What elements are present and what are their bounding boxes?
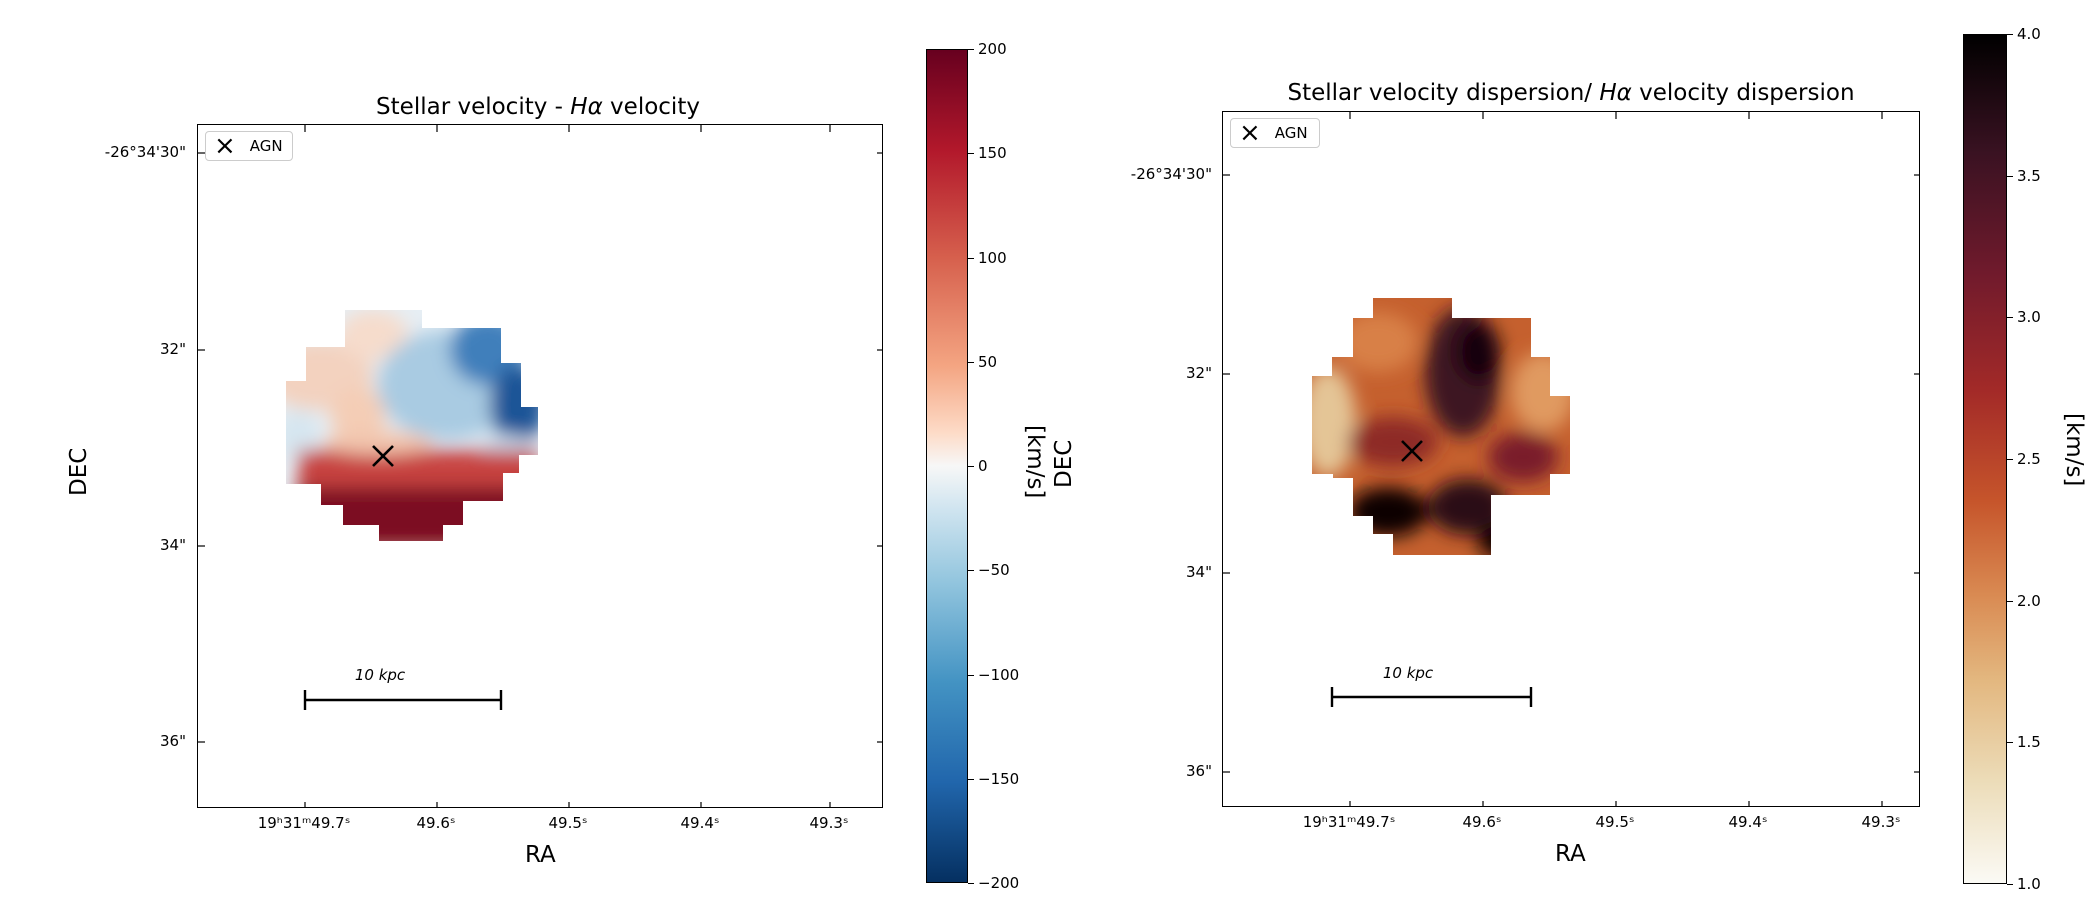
velocity-map-svg: [198, 125, 882, 807]
velocity-title: Stellar velocity - Hα velocity: [376, 94, 700, 120]
colorbar-tick: [968, 778, 974, 780]
colorbar-tick-label: −100: [978, 665, 1020, 684]
colorbar-tick-label: 1.0: [2017, 875, 2041, 893]
velocity-map[interactable]: × AGN 10 kpc: [197, 124, 883, 808]
colorbar-tick: [2007, 742, 2013, 744]
colorbar-tick: [968, 570, 974, 572]
x-tick-label: 49.3ˢ: [1861, 813, 1901, 831]
x-tick-label: 19ʰ31ᵐ49.7ˢ: [1302, 813, 1396, 831]
y-axis-label: DEC: [66, 447, 92, 496]
colorbar-tick-label: 2.5: [2017, 450, 2041, 468]
y-tick-label: 32": [1186, 364, 1212, 382]
x-tick-label: 49.5ˢ: [1595, 813, 1635, 831]
colorbar-tick-label: 150: [978, 144, 1007, 163]
legend-agn-marker: ×: [1239, 118, 1261, 148]
colorbar-tick: [968, 49, 974, 50]
colorbar-tick-label: 3.0: [2017, 308, 2041, 327]
agn-marker: [372, 445, 394, 467]
velocity-panel: Stellar velocity - Hα velocity: [0, 0, 1048, 914]
legend-agn-label: AGN: [1274, 124, 1308, 142]
agn-marker: [1401, 440, 1423, 462]
colorbar-tick-label: 2.0: [2017, 591, 2041, 610]
velocity-colorbar: [926, 49, 968, 883]
colorbar-tick: [968, 674, 974, 676]
colorbar-tick: [2007, 459, 2013, 460]
colorbar-tick-label: 200: [978, 40, 1007, 58]
colorbar-tick: [968, 466, 974, 467]
x-axis-label: RA: [1555, 841, 1586, 867]
scale-bar: [1330, 687, 1533, 707]
colorbar-tick-label: 100: [978, 248, 1007, 267]
y-tick-label: 36": [160, 732, 186, 750]
dispersion-pixels: [1312, 298, 1570, 555]
colorbar-tick: [968, 257, 974, 259]
colorbar-tick: [968, 361, 974, 363]
y-tick-label: -26°34'30": [1130, 165, 1212, 183]
velocity-pixels: [286, 310, 538, 541]
velocity-legend: × AGN: [205, 131, 293, 161]
colorbar-tick-label: 50: [978, 352, 998, 371]
colorbar-tick: [968, 153, 974, 155]
legend-agn-marker: ×: [214, 131, 236, 161]
frame-ticks: [198, 125, 882, 807]
y-tick-label: 34": [1186, 563, 1212, 581]
x-tick-label: 49.5ˢ: [548, 814, 588, 832]
x-tick-label: 49.6ˢ: [416, 814, 456, 832]
colorbar-tick: [968, 883, 974, 884]
colorbar-tick: [2007, 884, 2013, 885]
y-tick-label: -26°34'30": [104, 143, 186, 161]
dispersion-map-svg: [1223, 112, 1919, 806]
dispersion-panel: Stellar velocity dispersion/ Hα velocity…: [1040, 0, 2094, 914]
y-axis-label: DEC: [1051, 439, 1077, 488]
x-tick-label: 49.3ˢ: [809, 814, 849, 832]
colorbar-tick: [2007, 175, 2013, 177]
scale-bar-label: 10 kpc: [1382, 664, 1434, 682]
x-tick-label: 49.4ˢ: [680, 814, 720, 832]
legend-agn-label: AGN: [249, 137, 283, 155]
dispersion-title: Stellar velocity dispersion/ Hα velocity…: [1287, 80, 1855, 106]
colorbar-tick-label: 3.5: [2017, 166, 2041, 185]
x-axis-label: RA: [525, 842, 556, 868]
dispersion-colorbar-label: [km/s]: [2061, 413, 2087, 487]
y-tick-label: 34": [160, 536, 186, 554]
scale-bar: [303, 690, 503, 710]
colorbar-tick-label: −150: [978, 769, 1020, 788]
dispersion-colorbar: [1963, 34, 2007, 884]
colorbar-tick-label: −50: [978, 561, 1010, 580]
colorbar-tick-label: 4.0: [2017, 25, 2041, 43]
y-tick-label: 32": [160, 340, 186, 358]
frame-ticks: [1223, 112, 1919, 806]
colorbar-tick-label: −200: [978, 874, 1020, 892]
x-tick-label: 49.4ˢ: [1728, 813, 1768, 831]
colorbar-tick-label: 1.5: [2017, 733, 2041, 752]
x-tick-label: 49.6ˢ: [1462, 813, 1502, 831]
colorbar-tick: [2007, 317, 2013, 319]
dispersion-legend: × AGN: [1230, 118, 1320, 148]
colorbar-tick-label: 0: [978, 457, 988, 475]
scale-bar-label: 10 kpc: [354, 666, 406, 684]
x-tick-label: 19ʰ31ᵐ49.7ˢ: [257, 814, 351, 832]
dispersion-map[interactable]: × AGN 10 kpc: [1222, 111, 1920, 807]
colorbar-tick: [2007, 600, 2013, 602]
colorbar-tick: [2007, 34, 2013, 35]
y-tick-label: 36": [1186, 762, 1212, 780]
